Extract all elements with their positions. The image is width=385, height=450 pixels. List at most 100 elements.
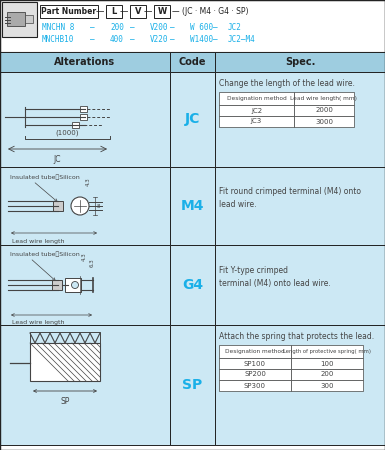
Bar xyxy=(52,280,62,290)
Text: — (JC · M4 · G4 · SP): — (JC · M4 · G4 · SP) xyxy=(172,8,248,17)
Bar xyxy=(219,92,294,105)
Bar xyxy=(215,325,385,445)
Circle shape xyxy=(71,197,89,215)
Text: Designation method: Designation method xyxy=(225,349,285,354)
Text: Fit round crimped terminal (M4) onto
lead wire.: Fit round crimped terminal (M4) onto lea… xyxy=(219,187,361,209)
Bar xyxy=(53,201,63,211)
Text: W: W xyxy=(157,8,167,17)
Text: Attach the spring that protects the lead.: Attach the spring that protects the lead… xyxy=(219,332,374,341)
Text: SP: SP xyxy=(182,378,203,392)
Text: MNCHN 8: MNCHN 8 xyxy=(42,23,74,32)
Text: Part Number: Part Number xyxy=(42,8,97,17)
Bar xyxy=(80,106,87,112)
Bar xyxy=(291,345,363,358)
Text: W 600: W 600 xyxy=(190,23,213,32)
Bar xyxy=(291,380,363,391)
Text: W1400: W1400 xyxy=(190,36,213,45)
Text: L: L xyxy=(111,8,117,17)
Text: Change the length of the lead wire.: Change the length of the lead wire. xyxy=(219,79,355,88)
Bar xyxy=(215,245,385,325)
Bar xyxy=(106,5,122,18)
Text: JC2: JC2 xyxy=(251,108,262,113)
Text: JC3: JC3 xyxy=(251,118,262,125)
Bar xyxy=(80,114,87,120)
Text: —: — xyxy=(90,23,95,32)
Text: Length of protective spring( mm): Length of protective spring( mm) xyxy=(283,349,371,354)
Circle shape xyxy=(72,282,79,288)
Bar xyxy=(291,358,363,369)
Bar xyxy=(0,167,170,245)
Text: 300: 300 xyxy=(320,382,334,388)
Bar xyxy=(294,116,354,127)
Bar xyxy=(72,122,79,128)
Bar xyxy=(219,105,294,116)
Text: 100: 100 xyxy=(320,360,334,366)
Bar xyxy=(0,0,385,52)
Bar xyxy=(154,5,170,18)
Bar xyxy=(294,105,354,116)
Text: SP: SP xyxy=(60,397,70,406)
Text: —: — xyxy=(144,8,152,17)
Bar xyxy=(170,325,215,445)
Bar xyxy=(7,12,25,26)
Text: —: — xyxy=(96,8,104,17)
Text: 2000: 2000 xyxy=(315,108,333,113)
Text: —: — xyxy=(130,36,135,45)
Text: Lead wire length: Lead wire length xyxy=(12,320,65,325)
Bar xyxy=(40,5,98,18)
Text: M4: M4 xyxy=(181,199,204,213)
Text: V220: V220 xyxy=(150,36,169,45)
Text: Insulated tube／Silicon: Insulated tube／Silicon xyxy=(10,251,80,257)
Bar xyxy=(219,380,291,391)
Text: —: — xyxy=(90,36,95,45)
Bar xyxy=(25,15,33,23)
Bar xyxy=(215,167,385,245)
Text: Code: Code xyxy=(179,57,206,67)
Text: Fit Y-type crimped
terminal (M4) onto lead wire.: Fit Y-type crimped terminal (M4) onto le… xyxy=(219,266,331,288)
Bar xyxy=(130,5,146,18)
Text: Designation method: Designation method xyxy=(227,96,286,101)
Bar xyxy=(2,2,37,37)
Bar xyxy=(219,358,291,369)
Bar xyxy=(219,116,294,127)
Bar xyxy=(215,72,385,167)
Text: Lead wire length: Lead wire length xyxy=(12,239,65,244)
Text: 4.3: 4.3 xyxy=(86,178,91,186)
Bar xyxy=(0,245,170,325)
Text: JC2: JC2 xyxy=(228,23,242,32)
Text: JC2—M4: JC2—M4 xyxy=(228,36,256,45)
Bar xyxy=(170,72,215,167)
Bar xyxy=(0,52,170,72)
Bar xyxy=(294,92,354,105)
Text: 4.3: 4.3 xyxy=(82,252,87,261)
Text: SP200: SP200 xyxy=(244,372,266,378)
Bar xyxy=(219,369,291,380)
Text: 3000: 3000 xyxy=(315,118,333,125)
Text: —: — xyxy=(213,23,218,32)
Text: 400: 400 xyxy=(110,36,124,45)
Bar xyxy=(30,343,100,381)
Text: —: — xyxy=(170,36,175,45)
Bar xyxy=(170,52,215,72)
Text: 200: 200 xyxy=(110,23,124,32)
Text: —: — xyxy=(120,8,128,17)
Text: —: — xyxy=(213,36,218,45)
Text: SP300: SP300 xyxy=(244,382,266,388)
Bar xyxy=(291,369,363,380)
Text: (1000): (1000) xyxy=(56,130,79,136)
Text: Lead wire length( mm): Lead wire length( mm) xyxy=(291,96,358,101)
Text: —: — xyxy=(130,23,135,32)
Text: 200: 200 xyxy=(320,372,334,378)
Bar xyxy=(65,278,81,292)
Text: JC: JC xyxy=(185,112,200,126)
Bar xyxy=(30,332,100,343)
Text: —: — xyxy=(170,23,175,32)
Bar xyxy=(170,245,215,325)
Bar xyxy=(0,325,170,445)
Text: Insulated tube／Silicon: Insulated tube／Silicon xyxy=(10,174,80,180)
Text: SP100: SP100 xyxy=(244,360,266,366)
Bar xyxy=(215,52,385,72)
Text: JC: JC xyxy=(54,155,61,164)
Text: V: V xyxy=(135,8,141,17)
Text: Spec.: Spec. xyxy=(285,57,315,67)
